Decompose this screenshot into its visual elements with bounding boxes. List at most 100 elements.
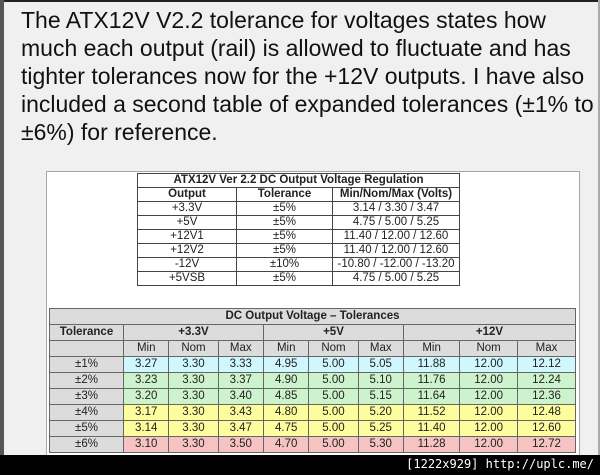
value-cell: 3.40 xyxy=(217,388,264,405)
value-cell: 11.28 xyxy=(402,436,461,453)
table-row: +12V2 ±5% 11.40 / 12.00 / 12.60 xyxy=(137,243,460,258)
value-cell: 5.15 xyxy=(357,388,404,405)
table-cell: +3.3V xyxy=(137,201,237,216)
value-cell: 3.10 xyxy=(122,436,170,453)
subheader-cell: Min xyxy=(402,340,461,357)
top-border xyxy=(0,0,600,2)
value-cell: 3.30 xyxy=(168,420,219,437)
value-cell: 4.95 xyxy=(262,356,310,373)
value-cell: 11.52 xyxy=(402,404,461,421)
table-cell: 4.75 / 5.00 / 5.25 xyxy=(332,215,460,230)
subheader-cell: Max xyxy=(517,340,576,357)
table-cell: ±5% xyxy=(236,271,333,286)
table-cell: +5VSB xyxy=(137,271,237,286)
value-cell: 5.00 xyxy=(308,388,359,405)
value-cell: 12.00 xyxy=(459,420,519,437)
table-cell: ±10% xyxy=(236,257,333,272)
table-cell: 11.40 / 12.00 / 12.60 xyxy=(332,229,460,244)
table-cell: -12V xyxy=(137,257,237,272)
tolerance-header: Tolerance xyxy=(49,324,124,341)
regulation-table: ATX12V Ver 2.2 DC Output Voltage Regulat… xyxy=(137,173,460,286)
value-cell: 12.00 xyxy=(459,436,519,453)
value-cell: 3.33 xyxy=(217,356,264,373)
tolerance-cell: ±2% xyxy=(49,372,124,389)
tolerance-cell: ±5% xyxy=(49,420,124,437)
value-cell: 3.50 xyxy=(217,436,264,453)
value-cell: 11.64 xyxy=(402,388,461,405)
table-cell: 4.75 / 5.00 / 5.25 xyxy=(332,271,460,286)
table-row: ±5% 3.14 3.30 3.47 4.75 5.00 5.25 11.40 12.00 12.… xyxy=(49,420,576,437)
value-cell: 12.00 xyxy=(459,372,519,389)
table-row: ±1% 3.27 3.30 3.33 4.95 5.00 5.05 11.88 12.00 12.… xyxy=(49,356,576,373)
tolerance-cell: ±4% xyxy=(49,404,124,421)
value-cell: 5.30 xyxy=(357,436,404,453)
subheader-cell: Min xyxy=(262,340,310,357)
value-cell: 4.75 xyxy=(262,420,310,437)
table-row: +5VSB ±5% 4.75 / 5.00 / 5.25 xyxy=(137,271,460,286)
value-cell: 5.10 xyxy=(357,372,404,389)
table-cell: 11.40 / 12.00 / 12.60 xyxy=(332,243,460,258)
value-cell: 3.37 xyxy=(217,372,264,389)
value-cell: 3.17 xyxy=(122,404,170,421)
table-cell: ±5% xyxy=(236,215,333,230)
column-header: Output xyxy=(137,187,237,202)
tables-image: ATX12V Ver 2.2 DC Output Voltage Regulat… xyxy=(46,171,580,457)
watermark-bar: [1222x929] http://uplc.me/ xyxy=(0,455,600,475)
value-cell: 12.12 xyxy=(517,356,576,373)
table-cell: +12V1 xyxy=(137,229,237,244)
table-cell: ±5% xyxy=(236,229,333,244)
group-header: +5V xyxy=(262,324,404,341)
subheader-cell: Nom xyxy=(459,340,519,357)
value-cell: 3.20 xyxy=(122,388,170,405)
table-row: -12V ±10% -10.80 / -12.00 / -13.20 xyxy=(137,257,460,272)
value-cell: 12.36 xyxy=(517,388,576,405)
tolerance-cell: ±3% xyxy=(49,388,124,405)
value-cell: 3.30 xyxy=(168,404,219,421)
value-cell: 12.72 xyxy=(517,436,576,453)
value-cell: 5.00 xyxy=(308,436,359,453)
table-cell: -10.80 / -12.00 / -13.20 xyxy=(332,257,460,272)
value-cell: 12.60 xyxy=(517,420,576,437)
column-header: Tolerance xyxy=(236,187,333,202)
tolerance-table: DC Output Voltage – Tolerances Tolerance… xyxy=(49,308,577,453)
value-cell: 12.24 xyxy=(517,372,576,389)
value-cell: 12.48 xyxy=(517,404,576,421)
column-header: Min/Nom/Max (Volts) xyxy=(332,187,460,202)
subheader-cell: Nom xyxy=(168,340,219,357)
regulation-table-title: ATX12V Ver 2.2 DC Output Voltage Regulat… xyxy=(137,173,460,188)
blank-cell xyxy=(49,340,124,357)
value-cell: 3.43 xyxy=(217,404,264,421)
table-row: +3.3V ±5% 3.14 / 3.30 / 3.47 xyxy=(137,201,460,216)
value-cell: 12.00 xyxy=(459,356,519,373)
tolerance-cell: ±6% xyxy=(49,436,124,453)
value-cell: 5.00 xyxy=(308,356,359,373)
value-cell: 5.20 xyxy=(357,404,404,421)
value-cell: 3.30 xyxy=(168,372,219,389)
table-cell: 3.14 / 3.30 / 3.47 xyxy=(332,201,460,216)
value-cell: 11.88 xyxy=(402,356,461,373)
table-row: ±2% 3.23 3.30 3.37 4.90 5.00 5.10 11.76 12.00 12.… xyxy=(49,372,576,389)
value-cell: 4.85 xyxy=(262,388,310,405)
table-cell: ±5% xyxy=(236,243,333,258)
value-cell: 5.25 xyxy=(357,420,404,437)
table-cell: ±5% xyxy=(236,201,333,216)
right-border xyxy=(598,0,600,455)
table-row: ±3% 3.20 3.30 3.40 4.85 5.00 5.15 11.64 12.00 12.… xyxy=(49,388,576,405)
value-cell: 5.00 xyxy=(308,420,359,437)
value-cell: 3.23 xyxy=(122,372,170,389)
value-cell: 3.47 xyxy=(217,420,264,437)
value-cell: 3.30 xyxy=(168,436,219,453)
value-cell: 4.80 xyxy=(262,404,310,421)
value-cell: 5.05 xyxy=(357,356,404,373)
intro-text: The ATX12V V2.2 tolerance for voltages s… xyxy=(21,7,594,145)
subheader-cell: Min xyxy=(122,340,170,357)
tolerance-table-title: DC Output Voltage – Tolerances xyxy=(49,308,576,325)
value-cell: 12.00 xyxy=(459,388,519,405)
value-cell: 11.76 xyxy=(402,372,461,389)
group-header: +12V xyxy=(402,324,577,341)
subheader-cell: Max xyxy=(357,340,404,357)
left-border xyxy=(0,0,4,455)
subheader-cell: Nom xyxy=(308,340,359,357)
value-cell: 12.00 xyxy=(459,404,519,421)
tolerance-cell: ±1% xyxy=(49,356,124,373)
